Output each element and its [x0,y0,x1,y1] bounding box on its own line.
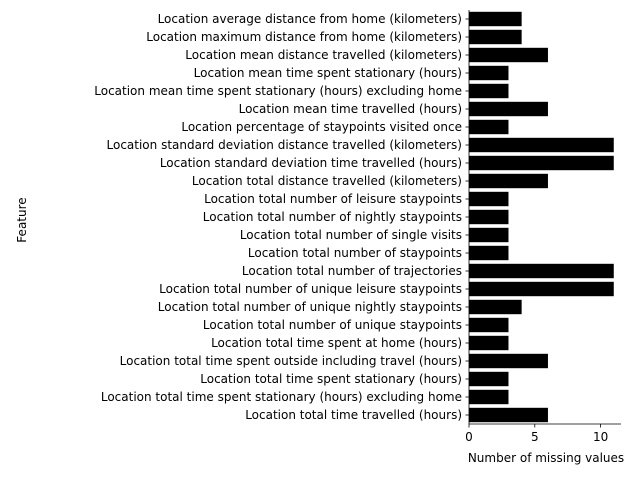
y-tick-label: Location total number of staypoints [248,246,462,260]
y-tick-label: Location total time spent stationary (ho… [200,372,462,386]
y-tick-label: Location mean time spent stationary (hou… [94,84,462,98]
bar [469,407,548,423]
bar [469,101,548,117]
bar [469,317,509,333]
bar [469,65,509,81]
y-tick-label: Location percentage of staypoints visite… [181,120,462,134]
bar [469,299,522,315]
x-tick-label: 10 [593,430,608,444]
bar [469,227,509,243]
bar [469,281,614,297]
x-tick-label: 5 [531,430,539,444]
y-tick-label: Location total number of unique nightly … [158,300,462,314]
bar [469,389,509,405]
bar [469,191,509,207]
y-tick-label: Location mean time travelled (hours) [239,102,462,116]
y-tick-label: Location standard deviation time travell… [160,156,462,170]
bar [469,47,548,63]
y-tick-label: Location total time spent outside includ… [120,354,462,368]
bar [469,83,509,99]
y-tick-label: Location total number of leisure staypoi… [204,192,462,206]
axes-layer [465,10,621,428]
bar [469,11,522,27]
bar [469,335,509,351]
y-tick-label: Location mean time spent stationary (hou… [194,66,462,80]
x-axis-title: Number of missing values [468,451,624,465]
bar [469,155,614,171]
y-tick-label: Location maximum distance from home (kil… [146,30,462,44]
bar [469,173,548,189]
y-tick-label: Location total distance travelled (kilom… [192,174,462,188]
y-tick-label: Location total number of nightly staypoi… [203,210,462,224]
bar [469,209,509,225]
bar [469,245,509,261]
y-tick-label: Location standard deviation distance tra… [107,138,463,152]
y-tick-label: Location total number of trajectories [242,264,462,278]
y-tick-label: Location total time travelled (hours) [245,408,462,422]
bar [469,371,509,387]
bar [469,29,522,45]
y-tick-label: Location total time spent stationary (ho… [101,390,462,404]
y-tick-label: Location total time spent at home (hours… [211,336,462,350]
bars-layer [469,11,614,423]
labels-layer: Location average distance from home (kil… [94,12,608,444]
y-tick-label: Location total number of single visits [240,228,462,242]
bar [469,119,509,135]
y-tick-label: Location mean distance travelled (kilome… [185,48,462,62]
x-tick-label: 0 [465,430,473,444]
bar [469,353,548,369]
bar [469,263,614,279]
y-tick-label: Location total number of unique staypoin… [203,318,462,332]
y-tick-label: Location total number of unique leisure … [159,282,462,296]
y-tick-label: Location average distance from home (kil… [158,12,462,26]
bar [469,137,614,153]
y-axis-title: Feature [15,197,29,242]
